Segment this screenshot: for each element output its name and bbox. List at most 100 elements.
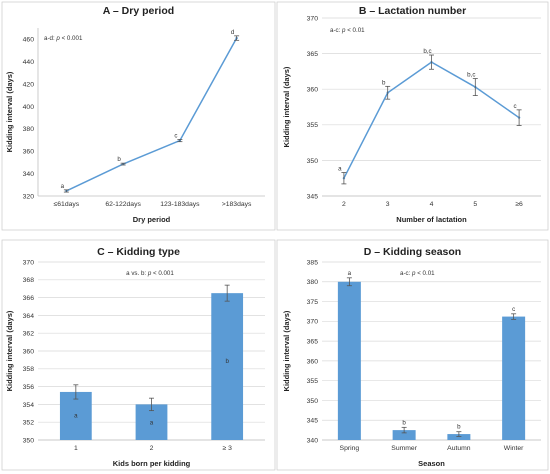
chart-title: A – Dry period xyxy=(103,5,174,17)
x-axis-label: Season xyxy=(418,459,445,468)
y-tick-label: 358 xyxy=(23,366,35,373)
y-axis-label: Kidding interval (days) xyxy=(5,310,14,391)
significance-letter: c xyxy=(512,306,515,313)
chart-frame xyxy=(1,1,276,231)
y-tick-label: 364 xyxy=(23,313,35,320)
note-p: p xyxy=(341,27,346,34)
y-tick-label: 356 xyxy=(23,384,35,391)
significance-letter: a xyxy=(61,183,65,190)
note-prefix: a-c: xyxy=(330,27,342,34)
y-tick-label: 345 xyxy=(307,418,319,425)
y-tick-label: 370 xyxy=(307,319,319,326)
chart-panel-d: D – Kidding season 340 345 350 355 360 365 370 3… xyxy=(276,239,549,471)
significance-note: a-c: p < 0.01 xyxy=(400,270,435,277)
y-tick-label: 355 xyxy=(307,378,319,385)
x-tick-label: 123-183days xyxy=(160,201,200,208)
note-p: p xyxy=(55,35,60,42)
significance-letter: a xyxy=(150,419,154,426)
x-tick-label: 1 xyxy=(74,445,78,452)
note-rest: < 0.01 xyxy=(416,270,436,277)
note-p: p xyxy=(411,270,416,277)
y-tick-label: 362 xyxy=(23,331,35,338)
note-rest: < 0.001 xyxy=(151,270,174,277)
chart-panel-c: C – Kidding type 350 352 354 356 358 360 362 364… xyxy=(1,239,276,471)
x-tick-label: 2 xyxy=(342,201,346,208)
y-tick-label: 440 xyxy=(23,59,35,66)
significance-letter: c xyxy=(514,103,517,110)
chart-frame xyxy=(276,239,549,471)
significance-letter: b xyxy=(402,419,406,426)
note-p: p xyxy=(147,270,152,277)
note-rest: < 0.01 xyxy=(346,27,366,34)
y-tick-label: 380 xyxy=(307,279,319,286)
y-tick-label: 400 xyxy=(23,104,35,111)
y-tick-label: 365 xyxy=(307,339,319,346)
y-tick-label: 354 xyxy=(23,402,35,409)
significance-letter: b xyxy=(382,79,386,86)
x-tick-label: Autumn xyxy=(447,445,471,452)
significance-letter: c xyxy=(174,132,177,139)
x-axis-label: Kids born per kidding xyxy=(113,459,191,468)
y-tick-label: 420 xyxy=(23,81,35,88)
x-tick-label: Winter xyxy=(504,445,524,452)
x-axis-label: Dry period xyxy=(133,215,171,224)
y-tick-label: 365 xyxy=(307,51,319,58)
x-tick-label: ≥ 3 xyxy=(222,445,232,452)
chart-title: D – Kidding season xyxy=(364,246,461,258)
y-tick-label: 350 xyxy=(23,437,35,444)
chart-frame xyxy=(276,1,549,231)
note-prefix: a-c: xyxy=(400,270,412,277)
x-tick-label: 3 xyxy=(386,201,390,208)
x-axis-label: Number of lactation xyxy=(396,215,467,224)
bar xyxy=(447,434,471,440)
y-tick-label: 385 xyxy=(307,259,319,266)
significance-letter: b xyxy=(225,358,229,365)
y-tick-label: 366 xyxy=(23,295,35,302)
x-tick-label: ≤61days xyxy=(54,201,80,208)
chart-panel-a: A – Dry period 320 340 360 380 400 420 440 460 ≤6… xyxy=(1,1,276,231)
y-tick-label: 360 xyxy=(307,87,319,94)
y-tick-label: 340 xyxy=(307,437,319,444)
y-tick-label: 345 xyxy=(307,193,319,200)
x-tick-label: >183days xyxy=(222,201,252,208)
x-tick-label: 2 xyxy=(150,445,154,452)
significance-letter: b xyxy=(457,424,461,431)
series-line xyxy=(66,37,238,192)
significance-letter: b,c xyxy=(467,72,475,79)
y-tick-label: 350 xyxy=(307,158,319,165)
y-axis-label: Kidding interval (days) xyxy=(5,71,14,152)
significance-letter: a xyxy=(348,270,352,277)
bar xyxy=(211,293,244,440)
significance-note: a-d: p < 0.001 xyxy=(44,35,83,42)
x-tick-label: 4 xyxy=(430,201,434,208)
y-tick-label: 370 xyxy=(307,15,319,22)
y-tick-label: 370 xyxy=(23,259,35,266)
y-tick-label: 460 xyxy=(23,37,35,44)
bar xyxy=(337,281,361,440)
x-tick-label: ≥6 xyxy=(515,201,523,208)
y-tick-label: 380 xyxy=(23,126,35,133)
note-prefix: a vs. b: xyxy=(126,270,148,277)
significance-letter: d xyxy=(231,29,235,36)
bar xyxy=(392,430,416,440)
y-tick-label: 350 xyxy=(307,398,319,405)
significance-note: a-c: p < 0.01 xyxy=(330,27,365,34)
y-tick-label: 355 xyxy=(307,122,319,129)
x-tick-label: Spring xyxy=(340,445,360,452)
y-tick-label: 375 xyxy=(307,299,319,306)
note-prefix: a-d: xyxy=(44,35,56,42)
chart-title: C – Kidding type xyxy=(97,246,180,258)
bar xyxy=(502,316,526,440)
x-tick-label: 5 xyxy=(473,201,477,208)
significance-letter: a xyxy=(74,413,78,420)
y-tick-label: 320 xyxy=(23,193,35,200)
significance-letter: a xyxy=(338,166,342,173)
significance-note: a vs. b: p < 0.001 xyxy=(126,270,174,277)
y-axis-label: Kidding interval (days) xyxy=(282,310,291,391)
chart-title: B – Lactation number xyxy=(359,5,466,17)
chart-frame xyxy=(1,239,276,471)
x-tick-label: 62-122days xyxy=(105,201,141,208)
y-tick-label: 352 xyxy=(23,420,35,427)
y-tick-label: 340 xyxy=(23,171,35,178)
